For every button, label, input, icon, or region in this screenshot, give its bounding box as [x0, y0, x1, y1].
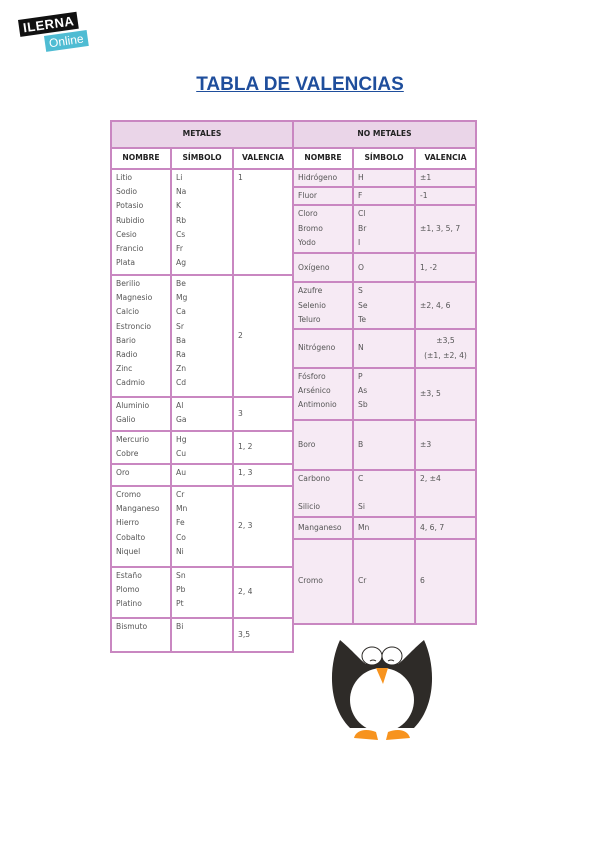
element-valence: 3: [231, 396, 295, 432]
element-symbol: Sn Pb Pt: [170, 566, 234, 619]
table-row: Cromo Cr 6: [292, 538, 477, 626]
element-valence: ±1: [414, 167, 477, 189]
element-name: Cloro Bromo Yodo: [292, 204, 354, 255]
table-row: Bismuto Bi 3,5: [110, 617, 295, 653]
column-header-simbolo: SÍMBOLO: [352, 147, 416, 170]
element-valence: 1, -2: [414, 252, 477, 284]
element-valence: 1, 2: [231, 430, 295, 465]
element-valence: ±1, 3, 5, 7: [414, 204, 477, 255]
element-valence: 2, 4: [231, 566, 295, 619]
element-valence: ±3,5 (±1, ±2, 4): [414, 328, 477, 370]
table-row: Manganeso Mn 4, 6, 7: [292, 516, 477, 541]
table-row: Oro Au 1, 3: [110, 463, 295, 487]
element-valence: 1, 3: [231, 463, 295, 487]
element-name: Oxígeno: [292, 252, 354, 284]
element-name: Fluor: [292, 186, 354, 207]
table-row: Fósforo Arsénico Antimonio P As Sb ±3, 5: [292, 367, 477, 422]
element-symbol: Bi: [170, 617, 234, 653]
column-header-valencia: VALENCIA: [231, 147, 295, 170]
element-valence: 2: [231, 274, 295, 398]
table-row: Cromo Manganeso Hierro Cobalto Niquel Cr …: [110, 485, 295, 568]
element-name: Nitrógeno: [292, 328, 354, 370]
table-row: Azufre Selenio Teluro S Se Te ±2, 4, 6: [292, 281, 477, 331]
element-valence: 4, 6, 7: [414, 516, 477, 541]
element-symbol: Hg Cu: [170, 430, 234, 465]
no-metales-table: NO METALES NOMBRE SÍMBOLO VALENCIA Hidró…: [292, 120, 477, 626]
element-name: Fósforo Arsénico Antimonio: [292, 367, 354, 422]
element-symbol: N: [352, 328, 416, 370]
metales-header: METALES: [109, 120, 295, 149]
table-row: Mercurio Cobre Hg Cu 1, 2: [110, 430, 295, 465]
table-row: Aluminio Galio Al Ga 3: [110, 396, 295, 432]
element-valence: ±3, 5: [414, 367, 477, 422]
element-name: Cromo: [292, 538, 354, 626]
no-metales-header: NO METALES: [292, 120, 477, 149]
table-row: Estaño Plomo Platino Sn Pb Pt 2, 4: [110, 566, 295, 619]
element-name: Manganeso: [292, 516, 354, 541]
table-row: Carbono Silicio C Si 2, ±4: [292, 469, 477, 519]
element-name: Berilio Magnesio Calcio Estroncio Bario …: [110, 274, 172, 398]
element-symbol: C Si: [352, 469, 416, 519]
element-valence: ±3: [414, 419, 477, 472]
element-name: Cromo Manganeso Hierro Cobalto Niquel: [110, 485, 172, 568]
element-symbol: B: [352, 419, 416, 472]
table-row: Litio Sodio Potasio Rubidio Cesio Franci…: [110, 168, 295, 276]
table-row: Cloro Bromo Yodo Cl Br I ±1, 3, 5, 7: [292, 204, 477, 255]
element-valence: 2, ±4: [414, 469, 477, 519]
logo-text-online: Online: [44, 30, 89, 52]
element-symbol: P As Sb: [352, 367, 416, 422]
column-header-nombre: NOMBRE: [110, 147, 172, 170]
column-header-valencia: VALENCIA: [414, 147, 477, 170]
element-name: Aluminio Galio: [110, 396, 172, 432]
element-symbol: Cr Mn Fe Co Ni: [170, 485, 234, 568]
element-valence: 6: [414, 538, 477, 626]
element-name: Hidrógeno: [292, 167, 354, 189]
element-symbol: Cl Br I: [352, 204, 416, 255]
table-row: Hidrógeno H ±1: [292, 167, 477, 189]
element-name: Litio Sodio Potasio Rubidio Cesio Franci…: [110, 168, 172, 276]
element-name: Boro: [292, 419, 354, 472]
page-title: TABLA DE VALENCIAS: [196, 74, 404, 95]
element-valence: 2, 3: [231, 485, 295, 568]
element-symbol: H: [352, 167, 416, 189]
table-row: Berilio Magnesio Calcio Estroncio Bario …: [110, 274, 295, 398]
element-name: Mercurio Cobre: [110, 430, 172, 465]
element-symbol: Au: [170, 463, 234, 487]
table-row: Oxígeno O 1, -2: [292, 252, 477, 284]
element-name: Carbono Silicio: [292, 469, 354, 519]
column-header-simbolo: SÍMBOLO: [170, 147, 234, 170]
table-row: Boro B ±3: [292, 419, 477, 472]
penguin-illustration: [331, 640, 433, 740]
element-symbol: Al Ga: [170, 396, 234, 432]
element-name: Estaño Plomo Platino: [110, 566, 172, 619]
element-symbol: Mn: [352, 516, 416, 541]
element-name: Bismuto: [110, 617, 172, 653]
element-valence: ±2, 4, 6: [414, 281, 477, 331]
column-header-nombre: NOMBRE: [292, 147, 354, 170]
table-row: Nitrógeno N ±3,5 (±1, ±2, 4): [292, 328, 477, 370]
element-name: Azufre Selenio Teluro: [292, 281, 354, 331]
table-row: Fluor F -1: [292, 186, 477, 207]
element-symbol: F: [352, 186, 416, 207]
element-symbol: Be Mg Ca Sr Ba Ra Zn Cd: [170, 274, 234, 398]
element-symbol: Li Na K Rb Cs Fr Ag: [170, 168, 234, 276]
element-symbol: Cr: [352, 538, 416, 626]
element-valence: -1: [414, 186, 477, 207]
element-symbol: S Se Te: [352, 281, 416, 331]
element-valence: 3,5: [231, 617, 295, 653]
element-valence: 1: [231, 168, 295, 276]
metales-table: METALES NOMBRE SÍMBOLO VALENCIA Litio So…: [109, 120, 295, 653]
element-name: Oro: [110, 463, 172, 487]
element-symbol: O: [352, 252, 416, 284]
